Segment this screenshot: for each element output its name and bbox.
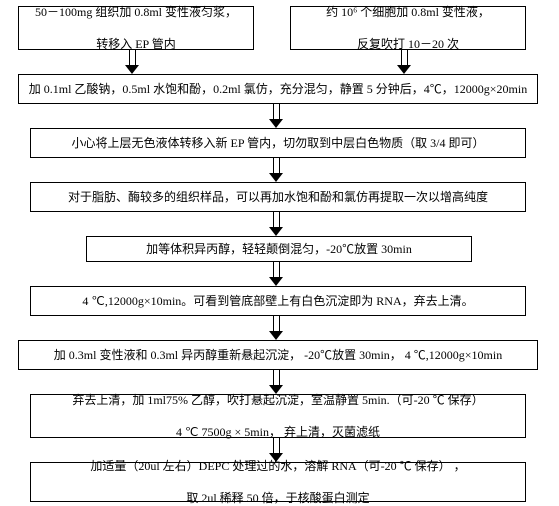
flow-arrow-0 bbox=[125, 50, 139, 74]
flow-arrow-4 bbox=[269, 212, 283, 236]
flow-arrow-3 bbox=[269, 158, 283, 182]
step-a1: 50－100mg 组织加 0.8ml 变性液匀浆， 转移入 EP 管内 bbox=[18, 6, 254, 50]
step-e: 加等体积异丙醇，轻轻颠倒混匀，-20℃放置 30min bbox=[86, 236, 472, 262]
arrow-head-icon bbox=[125, 65, 139, 74]
arrow-shaft bbox=[273, 316, 280, 331]
step-i: 加适量（20ul 左右）DEPC 处理过的水，溶解 RNA（可-20 ℃ 保存）… bbox=[30, 462, 526, 502]
step-e-line1: 加等体积异丙醇，轻轻颠倒混匀，-20℃放置 30min bbox=[87, 241, 471, 257]
step-d-line1: 对于脂肪、酶较多的组织样品，可以再加水饱和酚和氯仿再提取一次以增高纯度 bbox=[31, 189, 525, 205]
step-b-line1: 加 0.1ml 乙酸钠，0.5ml 水饱和酚，0.2ml 氯仿，充分混匀，静置 … bbox=[19, 81, 537, 97]
arrow-head-icon bbox=[269, 277, 283, 286]
step-a2-line1: 约 10⁶ 个细胞加 0.8ml 变性液， bbox=[291, 4, 525, 20]
flow-arrow-2 bbox=[269, 104, 283, 128]
flow-arrow-5 bbox=[269, 262, 283, 286]
step-h-line1: 弃去上清，加 1ml75% 乙醇，吹打悬起沉淀，室温静置 5min.（可-20 … bbox=[31, 392, 525, 408]
flow-arrow-1 bbox=[397, 50, 411, 74]
step-i-text: 加适量（20ul 左右）DEPC 处理过的水，溶解 RNA（可-20 ℃ 保存）… bbox=[31, 458, 525, 506]
flow-arrow-7 bbox=[269, 370, 283, 394]
flow-arrow-8 bbox=[269, 438, 283, 462]
step-a2: 约 10⁶ 个细胞加 0.8ml 变性液， 反复吹打 10－20 次 bbox=[290, 6, 526, 50]
step-d: 对于脂肪、酶较多的组织样品，可以再加水饱和酚和氯仿再提取一次以增高纯度 bbox=[30, 182, 526, 212]
arrow-head-icon bbox=[397, 65, 411, 74]
arrow-head-icon bbox=[269, 453, 283, 462]
arrow-shaft bbox=[273, 212, 280, 227]
arrow-head-icon bbox=[269, 331, 283, 340]
arrow-shaft bbox=[273, 370, 280, 385]
arrow-head-icon bbox=[269, 173, 283, 182]
step-f: 4 ℃,12000g×10min。可看到管底部壁上有白色沉淀即为 RNA，弃去上… bbox=[30, 286, 526, 316]
arrow-head-icon bbox=[269, 227, 283, 236]
arrow-head-icon bbox=[269, 385, 283, 394]
step-g-line1: 加 0.3ml 变性液和 0.3ml 异丙醇重新悬起沉淀， -20℃放置 30m… bbox=[19, 347, 537, 363]
arrow-shaft bbox=[273, 104, 280, 119]
flow-arrow-6 bbox=[269, 316, 283, 340]
step-a1-line1: 50－100mg 组织加 0.8ml 变性液匀浆， bbox=[19, 4, 253, 20]
step-a1-text: 50－100mg 组织加 0.8ml 变性液匀浆， 转移入 EP 管内 bbox=[19, 4, 253, 52]
step-f-line1: 4 ℃,12000g×10min。可看到管底部壁上有白色沉淀即为 RNA，弃去上… bbox=[31, 293, 525, 309]
step-b: 加 0.1ml 乙酸钠，0.5ml 水饱和酚，0.2ml 氯仿，充分混匀，静置 … bbox=[18, 74, 538, 104]
arrow-shaft bbox=[401, 50, 408, 65]
step-a2-text: 约 10⁶ 个细胞加 0.8ml 变性液， 反复吹打 10－20 次 bbox=[291, 4, 525, 52]
step-h: 弃去上清，加 1ml75% 乙醇，吹打悬起沉淀，室温静置 5min.（可-20 … bbox=[30, 394, 526, 438]
step-g: 加 0.3ml 变性液和 0.3ml 异丙醇重新悬起沉淀， -20℃放置 30m… bbox=[18, 340, 538, 370]
arrow-shaft bbox=[273, 262, 280, 277]
arrow-shaft bbox=[129, 50, 136, 65]
arrow-shaft bbox=[273, 158, 280, 173]
step-h-text: 弃去上清，加 1ml75% 乙醇，吹打悬起沉淀，室温静置 5min.（可-20 … bbox=[31, 392, 525, 440]
step-c: 小心将上层无色液体转移入新 EP 管内，切勿取到中层白色物质（取 3/4 即可） bbox=[30, 128, 526, 158]
arrow-head-icon bbox=[269, 119, 283, 128]
arrow-shaft bbox=[273, 438, 280, 453]
step-c-line1: 小心将上层无色液体转移入新 EP 管内，切勿取到中层白色物质（取 3/4 即可） bbox=[31, 135, 525, 151]
